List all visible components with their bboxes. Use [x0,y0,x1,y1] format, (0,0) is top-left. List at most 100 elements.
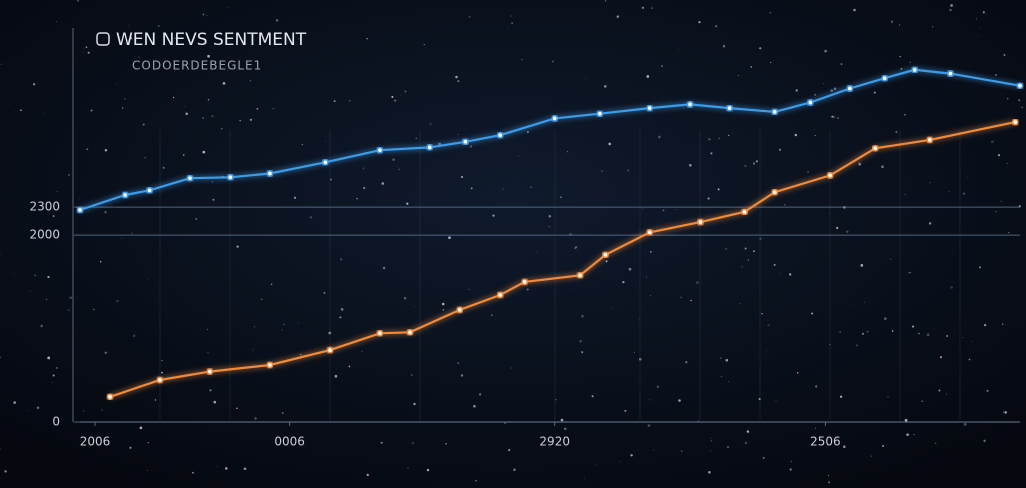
star [441,302,445,306]
star [334,374,338,378]
star [963,423,967,426]
star [154,399,157,401]
star [909,61,911,63]
star [340,308,344,311]
star [333,100,336,103]
star [309,216,312,219]
star [946,334,949,338]
star [104,351,108,354]
y-tick-label: 2000 [29,228,60,242]
star [630,454,633,457]
star [832,115,836,119]
star [622,280,625,284]
star [139,426,143,430]
star [693,97,695,99]
star [891,330,894,332]
star [725,358,729,362]
star [823,83,824,84]
point [576,271,584,279]
star [698,21,701,24]
point [846,85,854,92]
star [938,389,941,392]
star [762,456,765,459]
star [968,358,971,361]
star [174,37,176,39]
star [742,437,744,439]
star [301,143,304,146]
star [252,349,254,351]
star [270,283,273,285]
point [686,101,694,108]
star [460,175,464,179]
point [646,229,653,236]
star [685,360,688,364]
star [979,27,980,28]
star [222,82,226,85]
star [362,167,364,169]
point [186,174,194,182]
star [281,328,284,331]
star [995,210,997,213]
star [795,89,798,92]
point [697,218,704,226]
star [254,417,257,420]
star [895,130,898,134]
star [123,98,126,100]
star [653,449,654,451]
star [931,26,934,28]
star [904,114,906,116]
star [406,202,409,205]
star [855,344,859,347]
star [761,312,763,315]
point [496,291,504,299]
title-icon [96,32,110,46]
star [982,11,985,14]
star [227,7,228,9]
star [718,137,720,140]
star [438,142,441,146]
star [202,13,205,16]
star [47,356,51,360]
star [839,395,843,398]
star [678,399,681,402]
star [510,15,512,17]
star [20,109,22,112]
star [651,7,653,10]
star [32,83,36,86]
point [871,144,879,152]
star [836,226,839,230]
star [579,340,582,343]
star [426,468,430,472]
point [376,146,384,154]
star [720,375,723,378]
star [236,245,239,248]
point [521,278,528,286]
star [236,407,238,409]
star [8,104,10,106]
star [116,83,118,85]
star [128,25,129,26]
star [710,152,713,155]
star [708,471,711,474]
star [657,135,661,139]
star [642,208,644,210]
star [136,158,138,159]
point [76,206,84,214]
star [46,298,48,300]
star [183,106,185,108]
star [581,351,584,354]
star [998,154,1000,157]
star [51,381,53,383]
star [641,6,645,9]
star [239,119,241,122]
star [457,134,459,135]
star [921,400,923,402]
star [616,15,620,18]
star [698,420,699,422]
star [620,460,622,463]
x-tick-label: 2006 [80,435,111,449]
star [929,181,931,184]
star [604,85,607,88]
star [85,46,88,48]
star [839,331,841,333]
